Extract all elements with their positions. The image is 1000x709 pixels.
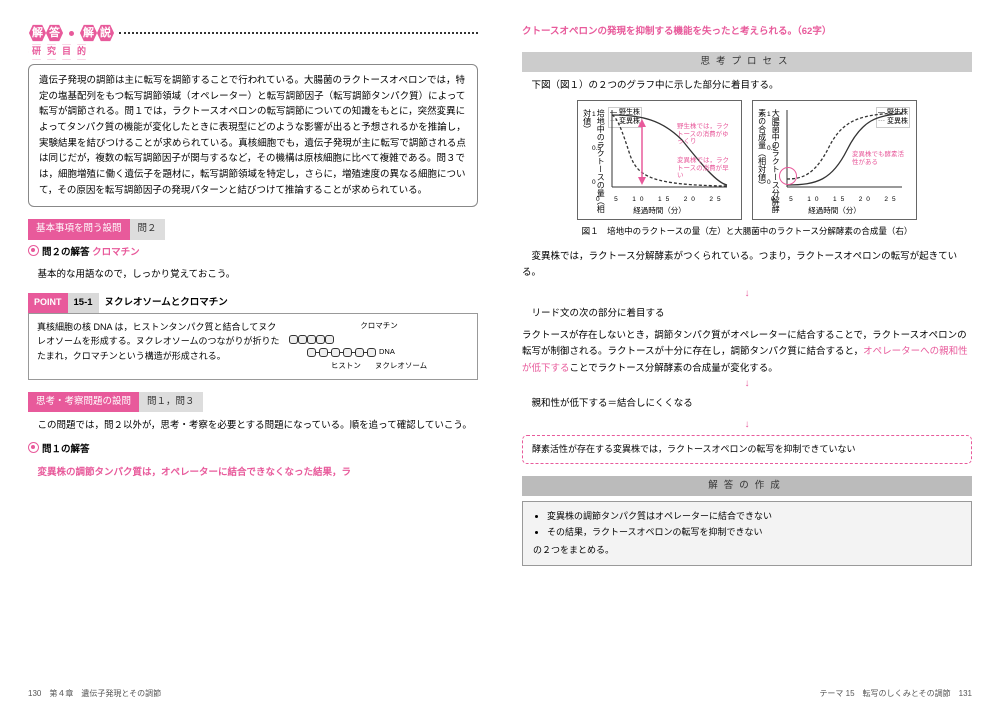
hex-tou: 答: [45, 24, 64, 42]
label-dna: DNA: [379, 346, 395, 359]
think-bar-label: 思考・考察問題の設問: [28, 392, 139, 412]
think-note: この問題では，問２以外が，思考・考察を必要とする問題になっている。順を追って確認…: [28, 418, 478, 434]
yticks-right: 1 0.5 0: [767, 107, 776, 191]
point-text: 真核細胞の核 DNA は，ヒストンタンパク質と結合してヌクレオソームを形成する。…: [37, 320, 281, 373]
page-spread: 解 答 解 説 研 究 目 的 遺伝子発現の調節は主に転写を調節することで行われ…: [0, 0, 1000, 709]
step2-body: ラクトースが存在しないとき，調節タンパク質がオペレーターに結合することで，ラクト…: [522, 328, 972, 376]
point-tag: POINT: [28, 293, 68, 312]
basic-bar-label: 基本事項を問う設問: [28, 219, 130, 239]
point-header: POINT 15-1 ヌクレオソームとクロマチン: [28, 293, 478, 313]
heading-row: 解 答 解 説: [28, 24, 478, 42]
shikou-bar-label: 思考プロセス: [522, 52, 972, 72]
label-nucleosome: ヌクレオソーム: [375, 360, 427, 373]
label-histone: ヒストン: [331, 360, 361, 373]
dotted-rule: [119, 32, 478, 34]
q1-line: 問１の解答: [28, 442, 478, 458]
xlabel-right: 経過時間（分）: [753, 205, 916, 218]
kenkyuu-row: 研 究 目 的: [28, 44, 478, 60]
step1: 変異株では，ラクトース分解酵素がつくられている。つまり，ラクトースオペロンの転写…: [522, 249, 972, 281]
basic-bar: 基本事項を問う設問 問２: [28, 219, 478, 239]
point-num: 15-1: [68, 293, 99, 313]
label-chromatin: クロマチン: [289, 320, 469, 333]
q2-head: 問２の解答: [42, 247, 90, 258]
arrow-down-icon: ↓: [522, 375, 972, 392]
charts-row: 培地中のラクトースの量（相対値） — 野生株 ┄ 変異株: [522, 100, 972, 220]
annot-left-b: 変異株では，ラクトースの消費が早い: [677, 157, 735, 178]
arrow-down-icon: ↓: [522, 416, 972, 433]
step2-head: リード文の次の部分に着目する: [522, 306, 972, 322]
yticks-left: 1 0.5 0: [592, 107, 601, 191]
annot-right: 変異株でも酵素活性がある: [852, 151, 908, 165]
hex-kai2: 解: [79, 24, 98, 42]
q2-answer: クロマチン: [92, 247, 140, 258]
hex-dot: [62, 24, 81, 42]
target-icon: [28, 245, 39, 256]
hex-teki: 的: [73, 44, 90, 60]
step4-box: 酵素活性が存在する変異株では，ラクトースオペロンの転写を抑制できていない: [522, 435, 972, 464]
footer-left: 130 第４章 遺伝子発現とその調節: [28, 687, 161, 701]
shikou-bar: 思考プロセス: [522, 52, 972, 72]
think-bar: 思考・考察問題の設問 問１，問３: [28, 392, 478, 412]
chart-left-svg: [602, 105, 732, 197]
hex-ken: 研: [28, 44, 45, 60]
hex-moku: 目: [58, 44, 75, 60]
point-diagram: クロマチン DNA ヒストン ヌクレオソーム: [289, 320, 469, 373]
footer-right: テーマ 15 転写のしくみとその調節 131: [819, 687, 972, 701]
think-bar-q: 問１，問３: [139, 392, 203, 412]
shikou-intro: 下図（図１）の２つのグラフ中に示した部分に着目する。: [522, 78, 972, 94]
q1-answer: 変異株の調節タンパク質は，オペレーターに結合できなくなった結果，ラ: [28, 465, 478, 481]
ans-li1: 変異株の調節タンパク質はオペレーターに結合できない: [547, 509, 961, 524]
ans-li2: その結果，ラクトースオペロンの転写を抑制できない: [547, 525, 961, 540]
step3: 親和性が低下する＝結合しにくくなる: [522, 396, 972, 412]
chart-left: 培地中のラクトースの量（相対値） — 野生株 ┄ 変異株: [577, 100, 742, 220]
kaitou-bar: 解答の作成: [522, 476, 972, 496]
hex-kyuu: 究: [43, 44, 60, 60]
hex-kai: 解: [28, 24, 47, 42]
top-continuation: クトースオペロンの発現を抑制する機能を失ったと考えられる。（62字）: [522, 24, 972, 40]
annot-left-a: 野生株では，ラクトースの消費がゆっくり: [677, 123, 735, 144]
answer-box: 変異株の調節タンパク質はオペレーターに結合できない その結果，ラクトースオペロン…: [522, 501, 972, 566]
q1-head: 問１の解答: [42, 444, 90, 455]
ans-tail: の２つをまとめる。: [533, 543, 961, 558]
point-title: ヌクレオソームとクロマチン: [99, 293, 234, 313]
left-page: 解 答 解 説 研 究 目 的 遺伝子発現の調節は主に転写を調節することで行われ…: [0, 0, 500, 709]
target-icon: [28, 442, 39, 453]
figure-caption: 図１ 培地中のラクトースの量（左）と大腸菌中のラクトース分解酵素の合成量（右）: [522, 224, 972, 238]
basic-bar-q: 問２: [130, 219, 165, 239]
xlabel-left: 経過時間（分）: [578, 205, 741, 218]
q2-note: 基本的な用語なので，しっかり覚えておこう。: [28, 267, 478, 283]
kaitou-bar-label: 解答の作成: [522, 476, 972, 496]
point-box: 真核細胞の核 DNA は，ヒストンタンパク質と結合してヌクレオソームを形成する。…: [28, 313, 478, 380]
hex-setsu: 説: [96, 24, 115, 42]
q2-line: 問２の解答 クロマチン: [28, 245, 478, 261]
arrow-down-icon: ↓: [522, 285, 972, 302]
chart-right: 大腸菌中のラクトース分解酵素の合成量（相対値） — 野生株 ┄ 変異株 変異株で…: [752, 100, 917, 220]
intro-box: 遺伝子発現の調節は主に転写を調節することで行われている。大腸菌のラクトースオペロ…: [28, 64, 478, 207]
right-page: クトースオペロンの発現を抑制する機能を失ったと考えられる。（62字） 思考プロセ…: [500, 0, 1000, 709]
